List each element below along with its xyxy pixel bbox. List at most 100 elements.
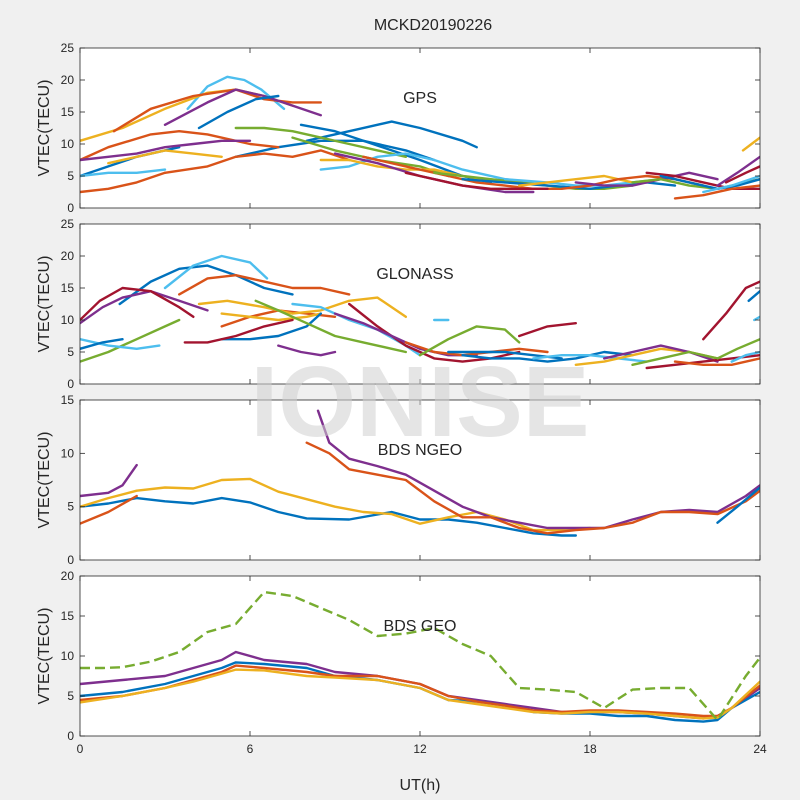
series-line-7	[220, 312, 322, 322]
series-line-33	[716, 155, 760, 187]
y-tick-label: 25	[61, 217, 75, 231]
y-tick-label: 20	[61, 569, 75, 583]
y-tick-label: 5	[67, 500, 74, 514]
series-line-31	[702, 280, 760, 341]
series-line-10	[80, 318, 181, 363]
y-tick-label: 0	[67, 377, 74, 391]
y-axis-label: VTEC(TECU)	[36, 608, 53, 705]
series-line-27	[574, 171, 719, 187]
y-tick-label: 25	[61, 41, 75, 55]
series-line-3	[80, 463, 138, 498]
series-line-14	[277, 344, 337, 357]
series-line-25	[518, 174, 634, 187]
series-line-12	[80, 338, 124, 350]
series-line-6	[716, 486, 760, 524]
panels: 0 5 10 15 20 25 VTEC(TECU) GPS 0 5 10 15 20 25 VTEC(TE…	[36, 41, 767, 756]
series-line-32	[702, 174, 760, 194]
series-line-9	[254, 299, 407, 354]
panel-title: GPS	[403, 90, 437, 107]
series-line-21	[404, 171, 549, 191]
series-line-4	[80, 590, 760, 722]
series-line-3	[80, 668, 760, 720]
series-line-9	[234, 126, 407, 159]
y-tick-label: 20	[61, 249, 75, 263]
y-tick-label: 5	[67, 169, 74, 183]
panel-0: 0 5 10 15 20 25 VTEC(TECU) GPS	[36, 41, 761, 215]
y-tick-label: 5	[67, 345, 74, 359]
y-axis-label: VTEC(TECU)	[36, 432, 53, 529]
series-line-0	[80, 496, 577, 537]
series-group	[80, 409, 760, 537]
y-tick-label: 15	[61, 609, 75, 623]
x-tick-label: 12	[413, 742, 427, 756]
series-line-8	[220, 312, 322, 341]
series-line-1	[163, 254, 269, 290]
figure-title: MCKD20190226	[374, 17, 492, 34]
series-line-19	[418, 325, 521, 357]
series-line-6	[197, 296, 407, 318]
series-line-4	[197, 94, 280, 130]
series-group	[80, 75, 760, 200]
x-axis-label: UT(h)	[400, 777, 441, 794]
y-axis-label: VTEC(TECU)	[36, 80, 53, 177]
series-line-0	[118, 264, 294, 306]
series-line-35	[741, 136, 760, 152]
x-tick-label: 6	[247, 742, 254, 756]
series-line-24	[532, 354, 648, 363]
panel-2: 0 5 10 15 VTEC(TECU) BDS NGEO	[36, 393, 761, 567]
series-group	[80, 590, 760, 723]
series-line-16	[80, 168, 167, 178]
x-tick-label: 24	[753, 742, 767, 756]
series-line-15	[107, 149, 223, 165]
series-line-29	[673, 357, 760, 366]
series-line-34	[724, 165, 760, 184]
panel-3: 0 5 10 15 20 0 6 12 18 24 VTEC(TECU) BDS GEO	[36, 569, 767, 756]
series-line-32	[747, 290, 760, 302]
series-line-2	[80, 494, 138, 525]
series-line-11	[80, 129, 280, 162]
y-tick-label: 0	[67, 201, 74, 215]
y-tick-label: 15	[61, 105, 75, 119]
y-tick-label: 0	[67, 729, 74, 743]
series-line-5	[305, 441, 760, 535]
series-line-4	[177, 274, 351, 296]
series-line-22	[518, 322, 577, 338]
y-tick-label: 10	[61, 313, 75, 327]
y-tick-label: 5	[67, 689, 74, 703]
y-tick-label: 10	[61, 649, 75, 663]
y-tick-label: 20	[61, 73, 75, 87]
series-line-13	[80, 171, 167, 194]
y-tick-label: 0	[67, 553, 74, 567]
series-line-3	[163, 88, 322, 127]
series-group	[80, 254, 760, 370]
plot-area	[80, 224, 760, 384]
y-tick-label: 15	[61, 393, 75, 407]
x-tick-label: 18	[583, 742, 597, 756]
panel-title: GLONASS	[376, 266, 453, 283]
series-line-17	[319, 152, 535, 184]
panel-title: BDS GEO	[384, 618, 457, 635]
series-line-33	[753, 315, 760, 322]
series-line-11	[80, 338, 161, 350]
series-line-2	[80, 290, 209, 325]
series-line-0	[186, 75, 286, 111]
y-axis-label: VTEC(TECU)	[36, 256, 53, 353]
series-line-31	[673, 184, 760, 200]
y-tick-label: 10	[61, 446, 75, 460]
series-line-27	[631, 350, 719, 366]
series-line-12	[163, 149, 351, 175]
panel-title: BDS NGEO	[378, 442, 462, 459]
series-line-3	[80, 286, 195, 322]
series-line-13	[183, 318, 294, 344]
watermark: IONISE	[251, 346, 590, 458]
x-tick-label: 0	[77, 742, 84, 756]
panel-1: 0 5 10 15 20 25 VTEC(TECU) GLONASS	[36, 217, 761, 391]
plot-area	[80, 400, 760, 560]
series-line-2	[80, 664, 760, 718]
y-tick-label: 10	[61, 137, 75, 151]
series-line-8	[234, 139, 436, 162]
series-line-34	[730, 350, 760, 363]
y-tick-label: 15	[61, 281, 75, 295]
series-line-14	[80, 139, 252, 162]
